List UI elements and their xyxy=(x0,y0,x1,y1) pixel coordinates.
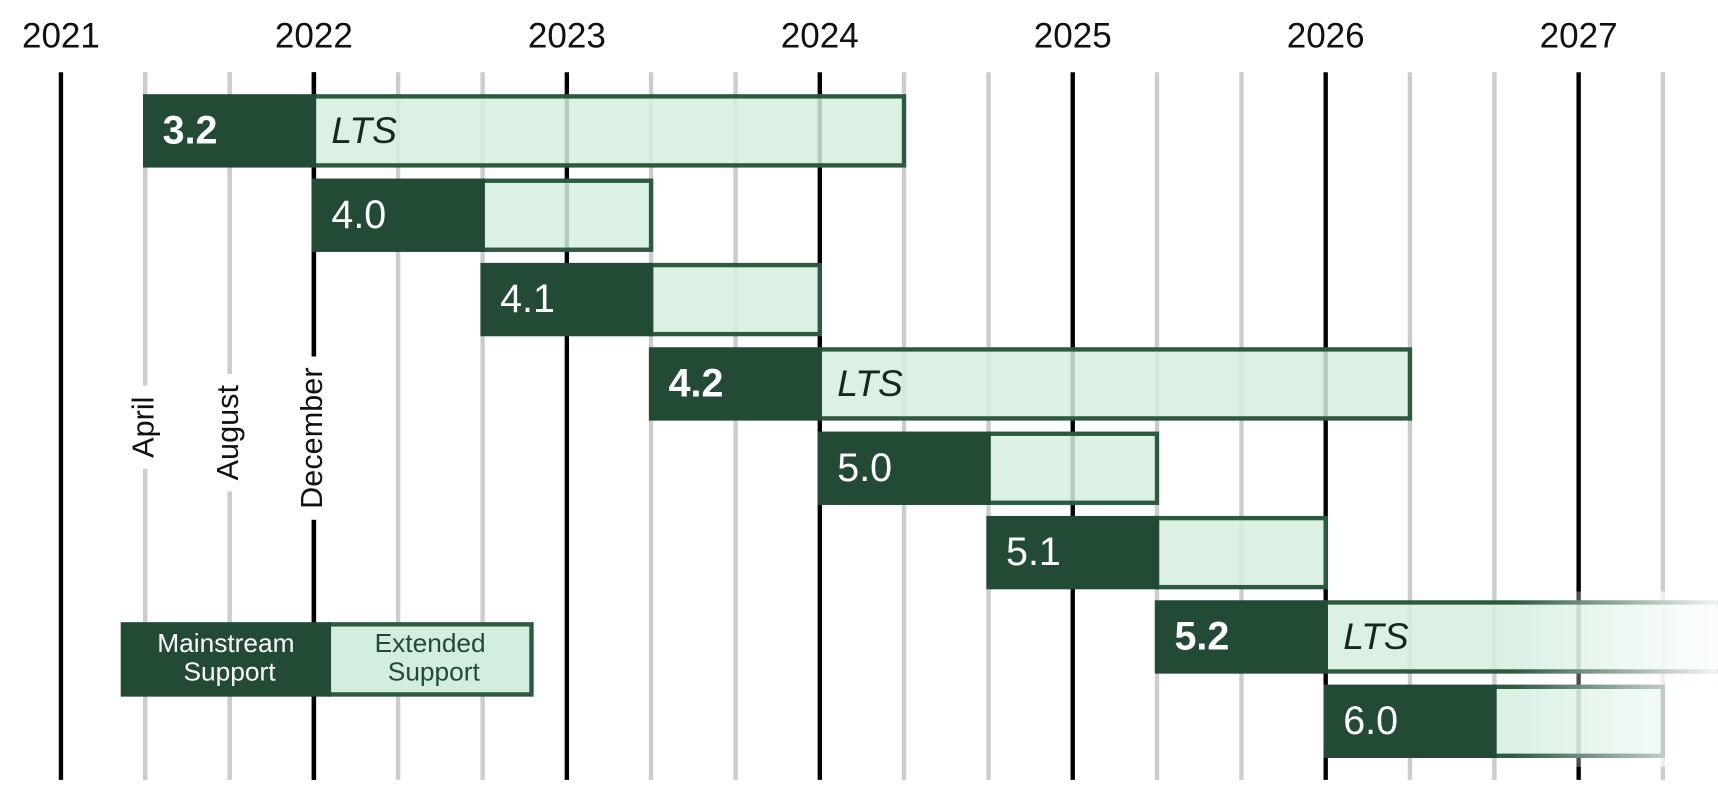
extended-bar xyxy=(986,431,1160,505)
extended-bar xyxy=(648,262,822,337)
version-label: 4.1 xyxy=(500,277,555,321)
x-tick-label: 2024 xyxy=(781,17,859,56)
version-label: 5.1 xyxy=(1006,530,1061,574)
x-tick-label: 2026 xyxy=(1287,17,1365,56)
x-tick-label: 2023 xyxy=(528,17,606,56)
month-label: August xyxy=(211,384,245,480)
x-tick-label: 2021 xyxy=(22,17,100,56)
legend-label: Mainstream Support xyxy=(157,628,294,686)
lts-label: LTS xyxy=(331,109,397,151)
mainstream-bar xyxy=(986,515,1160,590)
x-tick-label: 2027 xyxy=(1540,17,1618,56)
extended-bar xyxy=(817,347,1413,421)
mainstream-bar xyxy=(648,347,822,421)
version-label: 6.0 xyxy=(1343,699,1398,743)
lts-label: LTS xyxy=(1343,615,1409,657)
label-gap xyxy=(209,373,250,492)
mainstream-bar xyxy=(311,178,485,252)
legend-label: Extended Support xyxy=(375,628,486,686)
x-tick-label: 2025 xyxy=(1034,17,1112,56)
mainstream-bar xyxy=(1154,600,1328,674)
label-gap xyxy=(125,385,165,469)
version-label: 4.0 xyxy=(331,193,386,237)
extended-bar xyxy=(311,94,907,168)
mainstream-bar xyxy=(142,94,317,168)
legend: Mainstream Support Extended Support xyxy=(120,622,534,697)
x-tick-label: 2022 xyxy=(275,17,353,56)
version-label: 3.2 xyxy=(163,109,218,153)
extended-bar xyxy=(1154,515,1328,590)
mainstream-bar xyxy=(480,262,654,337)
version-label: 5.0 xyxy=(837,446,892,490)
bars: 3.2 LTS 4.0 4.1 4.2 LTS 5.0 5.1 5.2 LTS 6.0 xyxy=(142,94,1718,767)
mainstream-bar xyxy=(1323,684,1497,758)
mainstream-bar xyxy=(817,431,991,505)
version-label: 4.2 xyxy=(669,362,724,406)
month-label: December xyxy=(295,367,329,508)
legend-extended xyxy=(326,622,534,697)
month-label: April xyxy=(126,397,160,458)
lts-label: LTS xyxy=(837,362,903,404)
version-label: 5.2 xyxy=(1175,615,1230,659)
legend-mainstream xyxy=(120,622,332,697)
extended-bar xyxy=(480,178,654,252)
label-gap xyxy=(294,356,334,520)
fade xyxy=(1511,591,1718,767)
